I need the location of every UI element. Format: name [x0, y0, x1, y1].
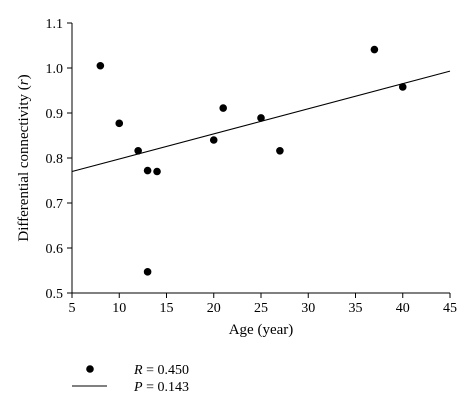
- y-tick-label: 1.1: [46, 17, 64, 32]
- x-tick-label: 30: [301, 301, 315, 316]
- y-tick-label: 0.6: [46, 242, 64, 257]
- legend-entry-r: R = 0.450: [133, 363, 189, 378]
- data-point: [115, 119, 124, 128]
- x-tick-label: 25: [254, 301, 268, 316]
- data-point: [134, 147, 142, 155]
- legend-entry-p: P = 0.143: [133, 380, 189, 395]
- y-tick-label: 0.9: [46, 107, 64, 122]
- x-tick-label: 40: [396, 301, 410, 316]
- y-axis-title-main: Differential connectivity (: [16, 85, 32, 241]
- y-axis-title-var: r: [16, 79, 32, 85]
- data-point: [370, 45, 379, 54]
- data-point: [143, 166, 152, 175]
- x-tick-label: 45: [443, 301, 457, 316]
- legend-point-marker: [86, 365, 94, 373]
- data-point: [219, 104, 227, 112]
- legend-p-var: P: [133, 380, 143, 395]
- y-tick-label: 0.7: [46, 197, 64, 212]
- legend: R = 0.450 P = 0.143: [72, 363, 189, 395]
- data-point: [143, 268, 152, 276]
- data-point: [153, 167, 161, 176]
- y-tick-label: 0.8: [46, 152, 64, 167]
- data-point: [276, 147, 284, 155]
- x-tick-label: 35: [349, 301, 363, 316]
- legend-r-value: = 0.450: [143, 363, 189, 378]
- plot-frame: [71, 23, 450, 294]
- x-axis-title: Age (year): [229, 322, 294, 338]
- data-point: [257, 114, 265, 122]
- y-ticks: 0.5 0.6 0.7 0.8 0.9 1.0 1.1: [46, 17, 72, 302]
- x-tick-label: 20: [207, 301, 221, 316]
- legend-r-var: R: [133, 363, 143, 378]
- x-ticks: 5 10 15 20 25 30 35 40 45: [69, 293, 457, 316]
- x-tick-label: 5: [69, 301, 76, 316]
- x-tick-label: 10: [112, 301, 126, 316]
- data-point: [209, 136, 218, 144]
- data-point: [398, 83, 407, 91]
- y-tick-label: 0.5: [46, 287, 64, 302]
- y-axis-title-close: ): [16, 74, 32, 79]
- points-layer: [96, 45, 407, 276]
- y-tick-label: 1.0: [46, 62, 64, 77]
- x-tick-label: 15: [160, 301, 174, 316]
- legend-p-value: = 0.143: [143, 380, 189, 395]
- data-point: [96, 61, 105, 70]
- y-axis-title: Differential connectivity (r): [16, 74, 32, 241]
